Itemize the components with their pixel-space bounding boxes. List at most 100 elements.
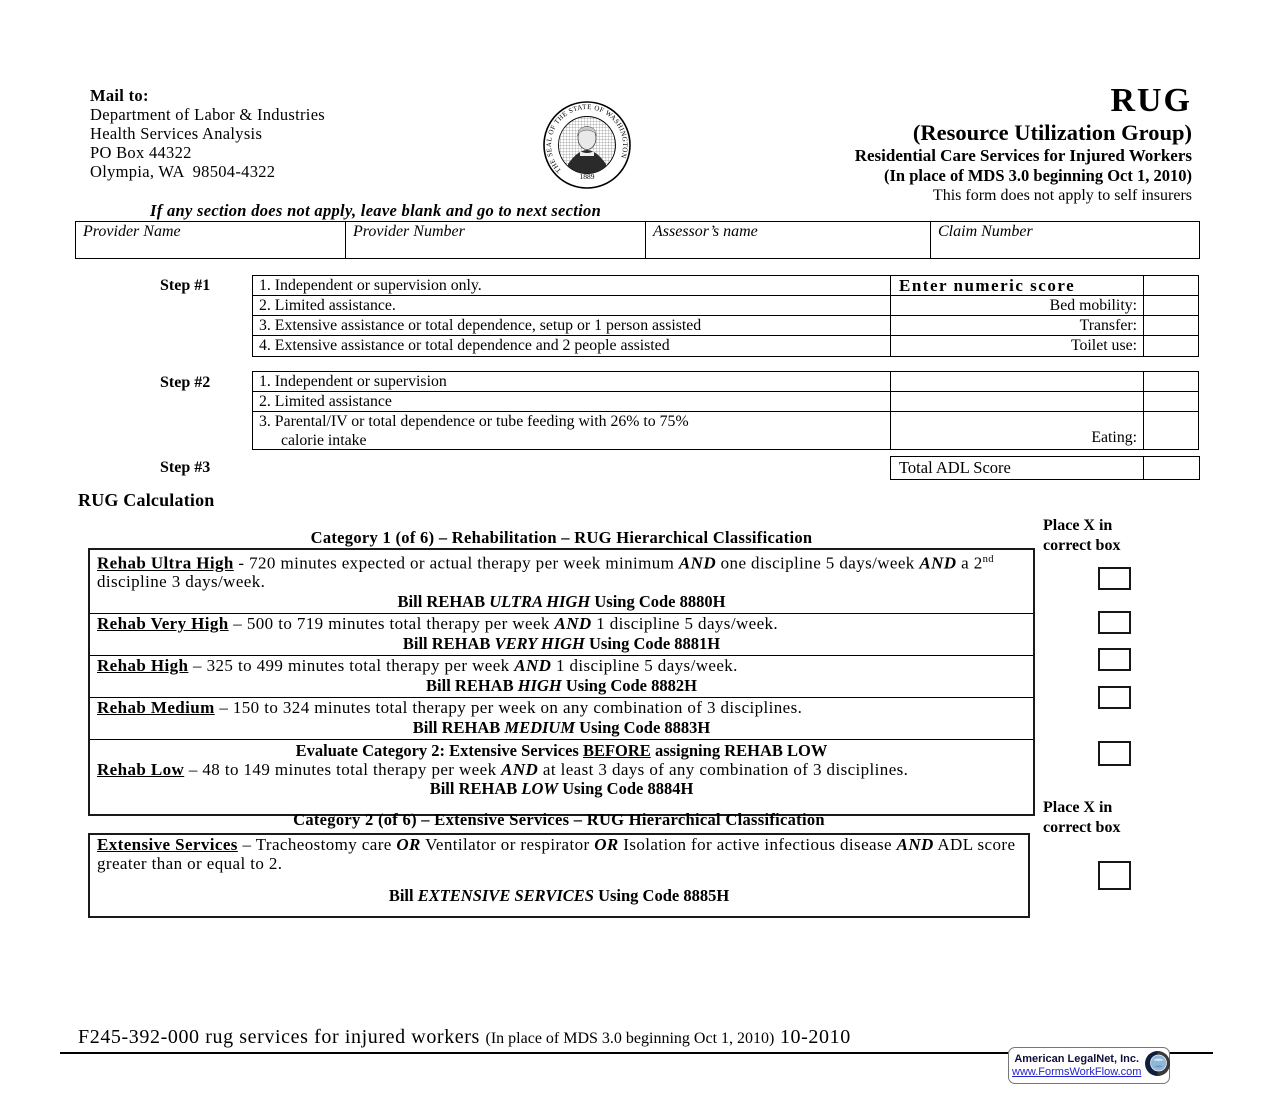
- step1-table: 1. Independent or supervision only. Ente…: [252, 275, 1199, 357]
- rehab-ultra-high-bill: Bill REHAB ULTRA HIGH Using Code 8880H: [397, 591, 726, 611]
- mail-to-block: Mail to: Department of Labor & Industrie…: [90, 86, 325, 181]
- rehab-medium-bill: Bill REHAB MEDIUM Using Code 8883H: [412, 717, 711, 737]
- step2-row-2: 2. Limited assistance: [253, 392, 1198, 412]
- step2-row-1: 1. Independent or supervision: [253, 372, 1198, 392]
- footer-main-text: F245-392-000 rug services for injured wo…: [78, 1026, 486, 1048]
- rehab-medium-text: Rehab Medium – 150 to 324 minutes total …: [97, 698, 803, 718]
- rehab-medium-checkbox[interactable]: [1098, 686, 1131, 709]
- total-adl-score-label: Total ADL Score: [891, 457, 1144, 479]
- transfer-score-box[interactable]: [1144, 316, 1198, 335]
- washington-state-seal-icon: THE SEAL OF THE STATE OF WASHINGTON 1889: [542, 100, 632, 190]
- rehab-very-high-text: Rehab Very High – 500 to 719 minutes tot…: [97, 614, 779, 634]
- form-subtitle: (Resource Utilization Group): [912, 120, 1192, 145]
- toilet-use-label: Toilet use:: [891, 336, 1144, 356]
- step1-row-3: 3. Extensive assistance or total depende…: [253, 316, 1198, 336]
- extensive-services-checkbox[interactable]: [1098, 861, 1131, 890]
- formsworkflow-link[interactable]: www.FormsWorkFlow.com: [1012, 1065, 1142, 1078]
- mail-to-label: Mail to:: [90, 86, 149, 105]
- rehab-low-text: Rehab Low – 48 to 149 minutes total ther…: [97, 759, 909, 779]
- eating-label: Eating:: [891, 412, 1144, 449]
- footer-divider-line: [60, 1052, 1213, 1054]
- step1-row-1: 1. Independent or supervision only. Ente…: [253, 276, 1198, 296]
- place-x-line2: correct box: [1043, 818, 1121, 836]
- assessor-name-cell[interactable]: Assessor’s name: [646, 222, 931, 258]
- enter-numeric-score-label: Enter numeric score: [891, 276, 1144, 295]
- assessor-name-label: Assessor’s name: [653, 223, 758, 240]
- rehab-high-checkbox[interactable]: [1098, 648, 1131, 671]
- step1-row-1-score-box[interactable]: [1144, 276, 1198, 295]
- footer-small-text: (In place of MDS 3.0 beginning Oct 1, 20…: [485, 1030, 775, 1047]
- category1-place-x-note: Place X in correct box: [1043, 516, 1120, 555]
- step1-label: Step #1: [160, 277, 211, 294]
- step2-row-1-score-label: [891, 372, 1144, 391]
- step2-row-1-score-box[interactable]: [1144, 372, 1198, 391]
- category2-header: Category 2 (of 6) – Extensive Services –…: [293, 810, 825, 829]
- form-title-line4: (In place of MDS 3.0 beginning Oct 1, 20…: [883, 166, 1192, 185]
- mail-to-line-4: Olympia, WA 98504-4322: [90, 162, 276, 181]
- rehab-very-high-checkbox[interactable]: [1098, 611, 1131, 634]
- step1-row-3-desc: 3. Extensive assistance or total depende…: [253, 316, 891, 335]
- step2-row-1-desc: 1. Independent or supervision: [253, 372, 891, 391]
- seal-year: 1889: [580, 172, 595, 181]
- step2-row-3: 3. Parental/IV or total dependence or tu…: [253, 412, 1198, 449]
- provider-name-label: Provider Name: [83, 223, 181, 240]
- american-legalnet-text-block: American LegalNet, Inc. www.FormsWorkFlo…: [1012, 1053, 1141, 1079]
- step1-row-4-desc: 4. Extensive assistance or total depende…: [253, 336, 891, 356]
- claim-number-label: Claim Number: [938, 223, 1033, 240]
- step3-label: Step #3: [160, 459, 211, 476]
- rehab-ultra-high-text: Rehab Ultra High - 720 minutes expected …: [97, 553, 994, 592]
- bed-mobility-score-box[interactable]: [1144, 296, 1198, 315]
- form-title-line3: Residential Care Services for Injured Wo…: [854, 146, 1192, 165]
- evaluate-category2-note: Evaluate Category 2: Extensive Services …: [295, 741, 828, 761]
- rehab-ultra-high-row: Rehab Ultra High - 720 minutes expected …: [90, 550, 1033, 615]
- rehab-ultra-high-checkbox[interactable]: [1098, 567, 1131, 590]
- footer-revision-date: 10-2010: [774, 1026, 851, 1048]
- step1-row-2: 2. Limited assistance. Bed mobility:: [253, 296, 1198, 316]
- footer-form-number: F245-392-000 rug services for injured wo…: [78, 1026, 851, 1049]
- provider-info-table: Provider Name Provider Number Assessor’s…: [75, 221, 1200, 259]
- rehab-high-row: Rehab High – 325 to 499 minutes total th…: [90, 656, 1033, 699]
- step2-row-3-desc-line1: 3. Parental/IV or total dependence or tu…: [259, 413, 689, 430]
- step1-row-2-desc: 2. Limited assistance.: [253, 296, 891, 315]
- extensive-services-row: Extensive Services – Tracheostomy care O…: [90, 835, 1028, 916]
- mail-to-line-2: Health Services Analysis: [90, 124, 263, 143]
- american-legalnet-logo-icon: [1144, 1050, 1171, 1082]
- rehab-low-checkbox[interactable]: [1098, 741, 1131, 766]
- provider-number-label: Provider Number: [353, 223, 465, 240]
- total-adl-score-box[interactable]: [1144, 457, 1199, 479]
- place-x-line1: Place X in: [1043, 799, 1113, 816]
- form-title: RUG: [1110, 82, 1192, 119]
- extensive-services-bill: Bill EXTENSIVE SERVICES Using Code 8885H: [388, 886, 730, 905]
- step1-row-1-desc: 1. Independent or supervision only.: [253, 276, 891, 295]
- step2-row-2-score-box[interactable]: [1144, 392, 1198, 411]
- provider-number-cell[interactable]: Provider Number: [346, 222, 646, 258]
- place-x-line1: Place X in: [1043, 517, 1113, 534]
- step2-row-3-desc: 3. Parental/IV or total dependence or tu…: [253, 412, 891, 449]
- rehab-low-bill: Bill REHAB LOW Using Code 8884H: [429, 779, 694, 799]
- rehab-very-high-row: Rehab Very High – 500 to 719 minutes tot…: [90, 614, 1033, 657]
- toilet-use-score-box[interactable]: [1144, 336, 1198, 356]
- rehab-medium-row: Rehab Medium – 150 to 324 minutes total …: [90, 698, 1033, 741]
- provider-name-cell[interactable]: Provider Name: [76, 222, 346, 258]
- category1-header: Category 1 (of 6) – Rehabilitation – RUG…: [310, 528, 813, 547]
- american-legalnet-company: American LegalNet, Inc.: [1014, 1052, 1140, 1065]
- category2-place-x-note: Place X in correct box: [1043, 798, 1120, 837]
- step2-row-2-score-label: [891, 392, 1144, 411]
- rehab-very-high-bill: Bill REHAB VERY HIGH Using Code 8881H: [402, 633, 721, 653]
- step2-row-3-desc-line2: calorie intake: [281, 432, 367, 449]
- place-x-line2: correct box: [1043, 536, 1121, 554]
- transfer-label: Transfer:: [891, 316, 1144, 335]
- claim-number-cell[interactable]: Claim Number: [931, 222, 1199, 258]
- title-block: RUG (Resource Utilization Group) Residen…: [855, 82, 1192, 205]
- form-title-line5: This form does not apply to self insurer…: [932, 187, 1192, 204]
- rehab-high-bill: Bill REHAB HIGH Using Code 8882H: [426, 675, 697, 695]
- eating-score-box[interactable]: [1144, 412, 1198, 449]
- bed-mobility-label: Bed mobility:: [891, 296, 1144, 315]
- rehab-high-text: Rehab High – 325 to 499 minutes total th…: [97, 656, 738, 676]
- category1-table: Rehab Ultra High - 720 minutes expected …: [88, 548, 1035, 817]
- mail-to-line-3: PO Box 44322: [90, 143, 192, 162]
- step2-row-2-desc: 2. Limited assistance: [253, 392, 891, 411]
- step1-row-4: 4. Extensive assistance or total depende…: [253, 336, 1198, 356]
- rug-calculation-heading: RUG Calculation: [78, 490, 215, 510]
